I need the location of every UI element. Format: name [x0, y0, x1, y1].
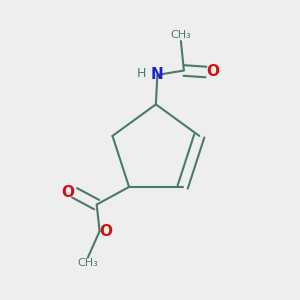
Text: H: H	[136, 67, 146, 80]
Text: O: O	[61, 185, 75, 200]
Text: O: O	[100, 224, 112, 238]
Text: O: O	[206, 64, 219, 80]
Text: N: N	[151, 68, 164, 82]
Text: CH₃: CH₃	[170, 30, 191, 40]
Text: CH₃: CH₃	[77, 258, 98, 268]
